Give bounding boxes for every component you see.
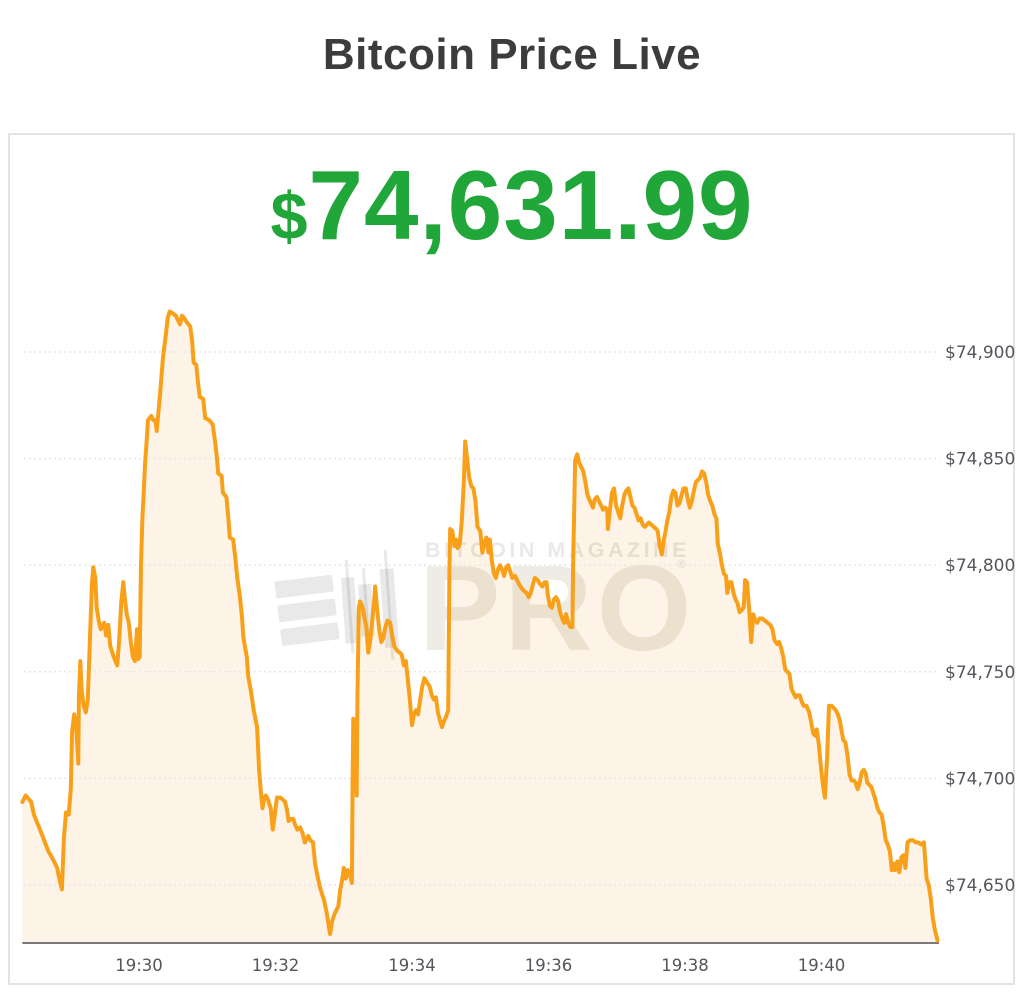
x-axis-label: 19:32 <box>252 956 300 975</box>
x-axis-label: 19:40 <box>798 956 846 975</box>
x-axis-label: 19:30 <box>115 956 163 975</box>
y-axis-label: $74,850 <box>945 450 1015 470</box>
watermark-logo-bars-icon <box>274 574 340 646</box>
live-price: $74,631.99 <box>0 156 1024 254</box>
currency-symbol: $ <box>270 180 309 254</box>
watermark-candlestick-icon <box>341 549 400 660</box>
x-axis-label: 19:36 <box>525 956 573 975</box>
price-area-fill <box>22 311 938 943</box>
x-axis-label: 19:34 <box>388 956 436 975</box>
y-axis-label: $74,900 <box>945 343 1015 363</box>
watermark-brand-text: BITCOIN MAGAZINE <box>425 538 690 562</box>
watermark: BITCOIN MAGAZINE®PRO <box>274 538 695 676</box>
live-price-value: 74,631.99 <box>308 150 754 260</box>
y-axis-label: $74,650 <box>945 876 1015 896</box>
x-axis-label: 19:38 <box>661 956 709 975</box>
registered-mark: ® <box>677 557 686 571</box>
y-axis-label: $74,700 <box>945 769 1015 789</box>
page-title: Bitcoin Price Live <box>322 30 702 79</box>
y-axis-label: $74,750 <box>945 663 1015 683</box>
y-axis-label: $74,800 <box>945 556 1015 576</box>
watermark-pro-text: PRO <box>419 540 695 676</box>
price-line <box>20 309 940 943</box>
